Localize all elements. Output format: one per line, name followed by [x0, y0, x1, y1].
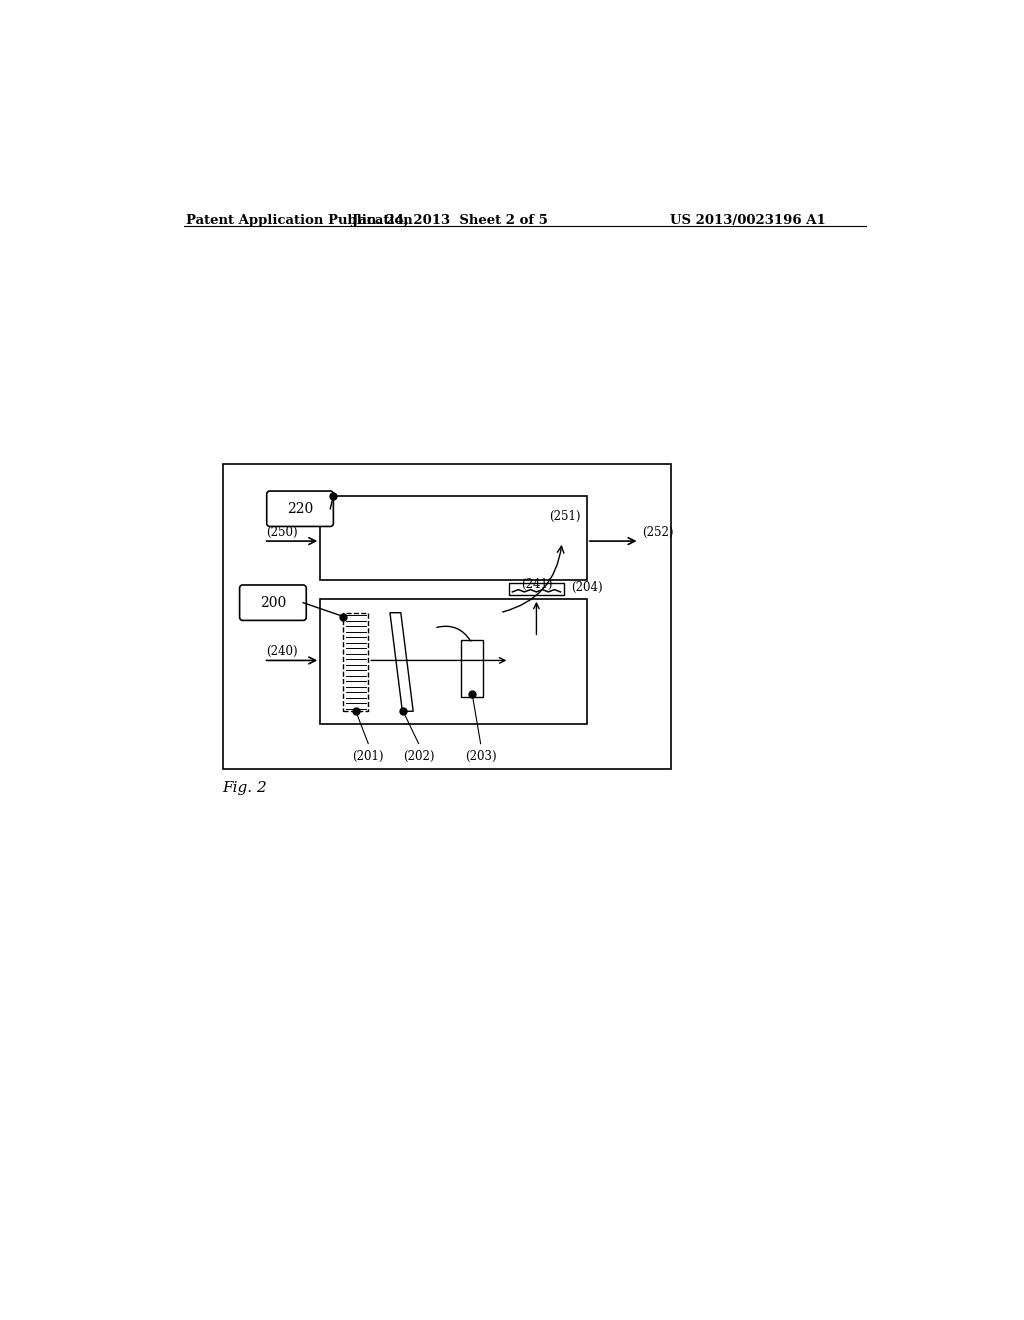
Text: (240): (240): [266, 645, 298, 659]
Text: (203): (203): [465, 750, 497, 763]
Text: (201): (201): [352, 750, 384, 763]
Text: (250): (250): [266, 525, 298, 539]
FancyBboxPatch shape: [343, 612, 369, 711]
Text: Jan. 24, 2013  Sheet 2 of 5: Jan. 24, 2013 Sheet 2 of 5: [351, 214, 548, 227]
Text: (251): (251): [549, 510, 581, 523]
FancyArrowPatch shape: [503, 546, 564, 612]
Text: (241): (241): [520, 578, 552, 591]
Text: (204): (204): [571, 581, 603, 594]
FancyBboxPatch shape: [321, 496, 587, 581]
Text: (202): (202): [402, 750, 434, 763]
FancyBboxPatch shape: [222, 465, 671, 770]
FancyBboxPatch shape: [240, 585, 306, 620]
FancyBboxPatch shape: [321, 599, 587, 725]
Text: 220: 220: [287, 502, 313, 516]
FancyBboxPatch shape: [461, 640, 483, 697]
Polygon shape: [390, 612, 414, 711]
Text: Fig. 2: Fig. 2: [222, 780, 267, 795]
Text: US 2013/0023196 A1: US 2013/0023196 A1: [671, 214, 826, 227]
FancyBboxPatch shape: [509, 582, 563, 595]
FancyArrowPatch shape: [437, 626, 471, 642]
FancyBboxPatch shape: [266, 491, 334, 527]
Text: Patent Application Publication: Patent Application Publication: [186, 214, 413, 227]
Text: (252): (252): [642, 525, 674, 539]
Text: 200: 200: [260, 595, 286, 610]
